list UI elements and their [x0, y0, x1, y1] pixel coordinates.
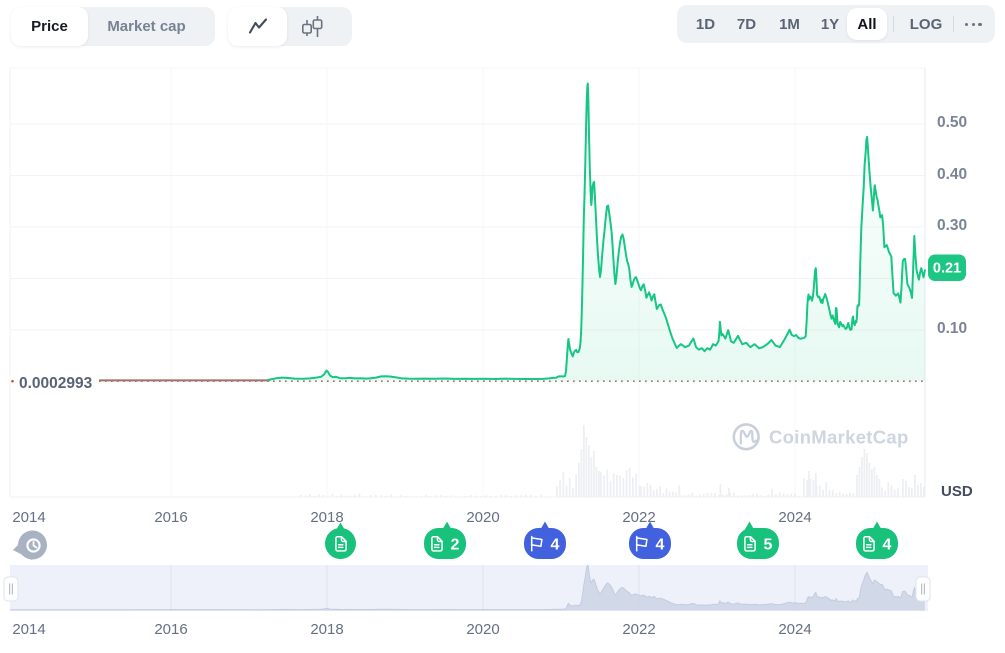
svg-text:5: 5	[764, 537, 773, 554]
svg-text:4: 4	[883, 537, 892, 554]
svg-text:2: 2	[451, 537, 460, 554]
svg-text:CoinMarketCap: CoinMarketCap	[769, 427, 909, 448]
svg-text:4: 4	[656, 537, 665, 554]
svg-text:4: 4	[551, 537, 560, 554]
svg-text:0.21: 0.21	[933, 261, 961, 277]
